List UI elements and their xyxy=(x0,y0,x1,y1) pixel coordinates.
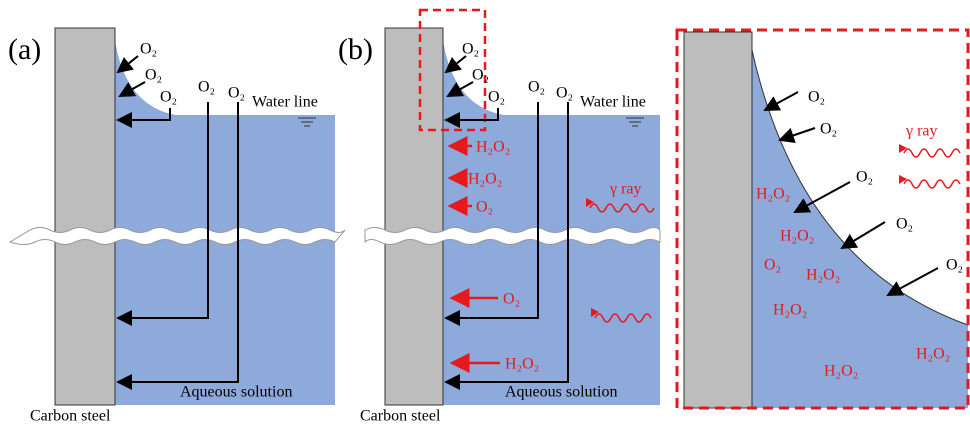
panel-c: O₂ O₂ O₂ O₂ O₂ H₂O₂ H₂O₂ O₂ H₂O₂ H₂O₂ H₂… xyxy=(677,30,968,408)
o2-label: O₂ xyxy=(556,85,573,102)
panel-label: (a) xyxy=(8,33,41,66)
o2-label: O₂ xyxy=(856,169,873,186)
panel-label: (b) xyxy=(338,33,373,66)
aqueous-label: Aqueous solution xyxy=(180,384,292,401)
species-label: H₂O₂ xyxy=(806,267,840,284)
material-label: Carbon steel xyxy=(30,408,111,425)
radiation-label: γ ray xyxy=(609,181,642,198)
diagram: (a) O₂ O₂ O₂ O₂ O₂ Water line Aqueous so… xyxy=(0,0,970,426)
o2-label: O₂ xyxy=(228,85,245,102)
species-label: H₂O₂ xyxy=(756,186,790,203)
o2-label: O₂ xyxy=(946,257,963,274)
species-label: H₂O₂ xyxy=(824,363,858,380)
o2-label: O₂ xyxy=(472,67,489,84)
o2-label: O₂ xyxy=(808,89,825,106)
steel xyxy=(385,28,443,405)
o2-label: O₂ xyxy=(145,67,162,84)
aqueous-label: Aqueous solution xyxy=(505,384,617,401)
species-label: H₂O₂ xyxy=(476,139,510,156)
material-label: Carbon steel xyxy=(360,408,441,425)
o2-label: O₂ xyxy=(462,41,479,58)
water-line-label: Water line xyxy=(580,94,646,111)
species-label: O₂ xyxy=(476,199,493,216)
species-label: H₂O₂ xyxy=(468,171,502,188)
species-label: H₂O₂ xyxy=(505,356,539,373)
radiation-label: γ ray xyxy=(905,123,938,140)
o2-label: O₂ xyxy=(488,89,505,106)
water-line-label: Water line xyxy=(252,94,318,111)
steel xyxy=(55,28,115,405)
o2-label: O₂ xyxy=(140,41,157,58)
species-label: O₂ xyxy=(764,257,781,274)
steel xyxy=(684,32,752,408)
o2-label: O₂ xyxy=(820,121,837,138)
o2-label: O₂ xyxy=(198,79,215,96)
species-label: H₂O₂ xyxy=(916,346,950,363)
o2-label: O₂ xyxy=(896,216,913,233)
panel-a: (a) O₂ O₂ O₂ O₂ O₂ Water line Aqueous so… xyxy=(8,28,345,425)
species-label: H₂O₂ xyxy=(780,228,814,245)
species-label: O₂ xyxy=(503,291,520,308)
waves xyxy=(904,149,960,188)
o2-label: O₂ xyxy=(160,89,177,106)
panel-b: (b) O₂ O₂ O₂ O₂ O₂ Water line H₂O₂ H₂O₂ … xyxy=(338,10,660,425)
o2-label: O₂ xyxy=(528,79,545,96)
species-label: H₂O₂ xyxy=(773,302,807,319)
